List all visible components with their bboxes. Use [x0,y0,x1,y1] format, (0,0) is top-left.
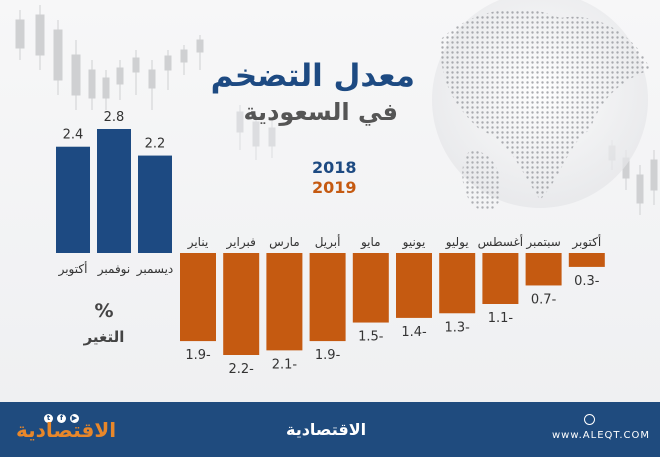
bar-2019-7 [439,253,476,314]
bar-2019-10 [568,253,605,267]
value-label-2019-3: 2.1- [272,357,298,372]
value-label-2019-6: 1.4- [401,325,427,340]
bar-2019-4 [309,253,346,342]
chart-subtitle: في السعودية [243,98,399,126]
value-label-2019-9: 0.7- [531,292,557,307]
globe-decoration [432,0,650,211]
bar-2018-1 [56,146,90,253]
candlestick-decoration-left [15,5,204,110]
website-icon [584,414,595,425]
value-label-2018-3: 2.2 [145,137,166,152]
twitter-icon[interactable]: t [44,414,53,423]
footer-bar: t f ▶ الاقتصادية الاقتصادية www.ALEQT.CO… [0,402,660,457]
category-label-2019-4: أبريل [315,234,341,250]
chart-title: معدل التضخم [210,58,415,94]
background-decoration [15,0,658,215]
category-label-2018-3: ديسمبر [136,262,174,277]
unit-label-change: التغير [83,328,125,346]
category-label-2019-7: يوليو [445,235,469,250]
candlestick-decoration-mid [236,105,276,160]
bar-2019-1 [180,253,216,342]
series-2019: 1.9- يناير 2.2- فبراير 2.1- مارس 1.9- أبريل 1.5-… [180,234,605,377]
value-label-2019-7: 1.3- [445,320,471,335]
category-label-2019-3: مارس [269,235,300,250]
category-label-2019-10: أكتوبر [571,234,601,250]
bar-chart: 2.4 أكتوبر 2.8 نوفمبر 2.2 ديسمبر 1.9- يناير 2.2… [56,110,605,377]
series-2018: 2.4 أكتوبر 2.8 نوفمبر 2.2 ديسمبر [56,110,173,277]
social-icons: t f ▶ [44,414,79,423]
value-label-2019-4: 1.9- [315,348,341,363]
category-label-2019-1: يناير [187,235,209,250]
bar-2019-9 [525,253,562,286]
facebook-icon[interactable]: f [57,414,66,423]
value-label-2019-1: 1.9- [185,348,211,363]
footer-logo-left: الاقتصادية [16,418,117,442]
bar-2019-5 [352,253,389,323]
category-label-2019-5: مايو [360,235,381,250]
category-label-2018-2: نوفمبر [97,262,130,277]
category-label-2019-2: فبراير [226,235,256,250]
category-label-2018-1: أكتوبر [58,261,88,277]
bar-2019-6 [396,253,432,318]
footer-url[interactable]: www.ALEQT.COM [552,430,650,441]
bar-2019-8 [482,253,519,304]
category-label-2019-9: سبتمبر [525,235,560,250]
bar-2018-2 [97,129,131,253]
youtube-icon[interactable]: ▶ [70,414,79,423]
bar-2019-2 [223,253,260,355]
value-label-2019-10: 0.3- [574,274,600,289]
footer-logo-center: الاقتصادية [286,420,367,439]
value-label-2019-8: 1.1- [488,311,514,326]
unit-label-percent: % [94,300,114,322]
value-label-2019-2: 2.2- [229,362,255,377]
category-label-2019-8: أغسطس [478,234,523,250]
legend-2018: 2018 [312,158,357,177]
category-label-2019-6: يونيو [402,235,426,250]
value-label-2018-1: 2.4 [63,128,84,143]
value-label-2018-2: 2.8 [104,110,125,125]
legend-2019: 2019 [312,178,357,197]
value-label-2019-5: 1.5- [358,330,384,345]
bar-2018-3 [138,155,172,253]
bar-2019-3 [266,253,303,351]
